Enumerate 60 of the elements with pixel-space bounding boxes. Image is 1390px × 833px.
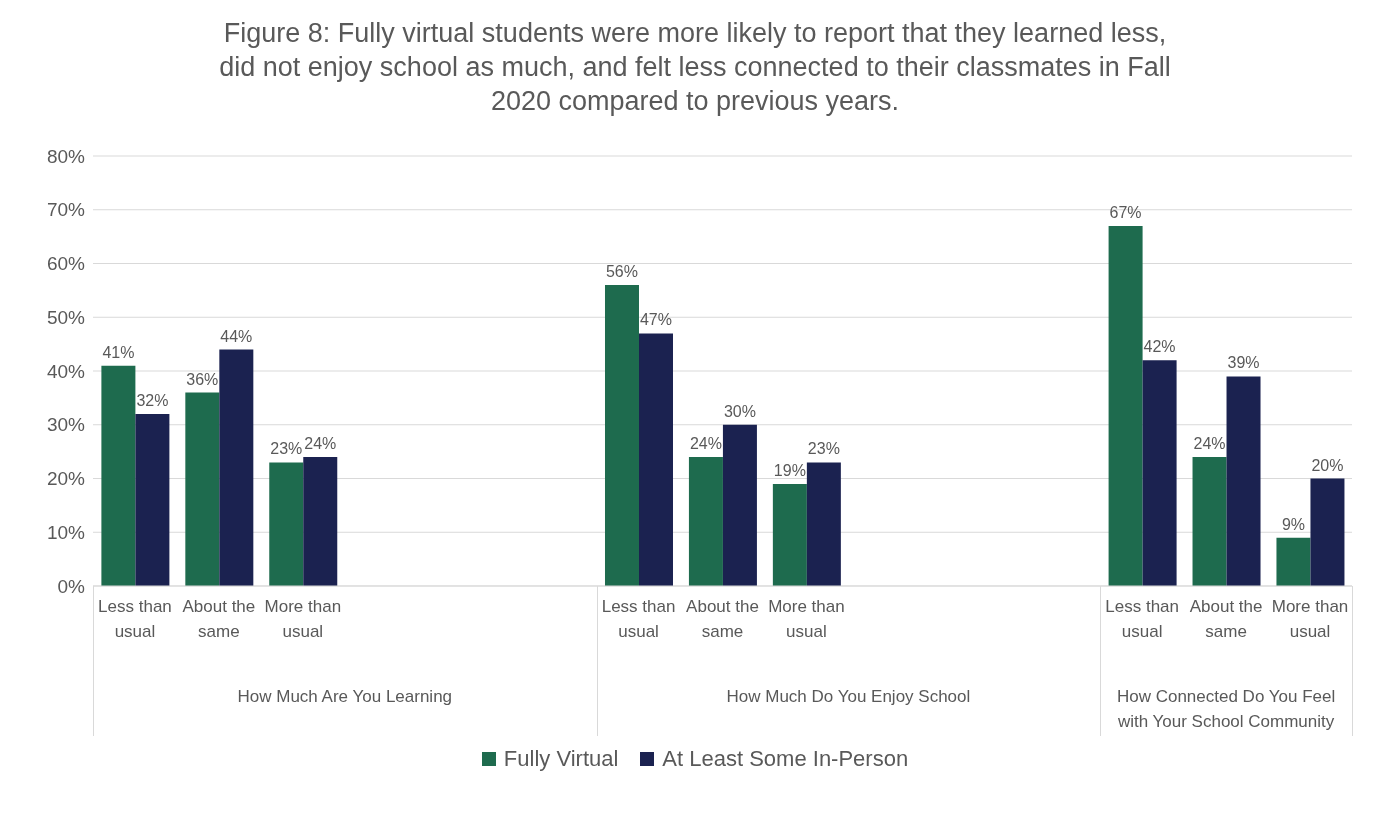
y-tick-label: 20% bbox=[46, 468, 86, 490]
y-tick-label: 0% bbox=[57, 575, 86, 597]
text: How Much Do You Enjoy School bbox=[725, 686, 972, 708]
x-tick-label: Less than usual bbox=[601, 597, 676, 642]
bar bbox=[1310, 478, 1345, 586]
data-label: 47% bbox=[639, 311, 673, 329]
bar bbox=[1142, 360, 1177, 586]
bar bbox=[303, 457, 338, 586]
bar bbox=[722, 424, 757, 586]
y-tick-label: 40% bbox=[46, 360, 86, 382]
data-label: 39% bbox=[1227, 354, 1260, 372]
bar bbox=[1226, 376, 1261, 586]
x-tick-label: Less than usual bbox=[98, 597, 172, 642]
y-tick-label: 80% bbox=[46, 145, 86, 167]
data-label: 67% bbox=[1109, 203, 1142, 221]
chart-title: Figure 8: Fully virtual students were more likely to report that they learned less, did not enjoy school as much, and felt less connected to their classmates in Fall 2020 compared to previous years. bbox=[218, 17, 1172, 118]
data-label: 36% bbox=[186, 370, 219, 388]
legend-label: At Least Some In-Person bbox=[662, 746, 909, 772]
y-tick-label: 30% bbox=[46, 414, 86, 436]
data-label: 24% bbox=[304, 435, 337, 452]
y-tick-label: 50% bbox=[46, 306, 86, 328]
data-label: 9% bbox=[1281, 515, 1306, 533]
bar bbox=[1192, 457, 1227, 586]
data-label: 56% bbox=[605, 263, 639, 280]
data-label: 41% bbox=[102, 343, 135, 361]
bar bbox=[806, 462, 841, 586]
legend-label: Fully Virtual bbox=[503, 746, 619, 772]
data-label: 24% bbox=[1193, 435, 1226, 452]
data-label: 24% bbox=[689, 435, 722, 452]
x-tick-label: Less than usual bbox=[1105, 597, 1180, 642]
x-tick-label: More than usual bbox=[264, 597, 342, 642]
text: How Much Are You Learning bbox=[236, 686, 454, 708]
y-tick-label: 10% bbox=[46, 521, 86, 543]
data-label: 23% bbox=[270, 440, 303, 458]
bar bbox=[688, 457, 723, 586]
data-label: 23% bbox=[807, 440, 840, 458]
bar bbox=[135, 414, 170, 586]
data-label: 30% bbox=[723, 402, 756, 420]
data-label: 20% bbox=[1311, 456, 1344, 474]
bar bbox=[269, 462, 304, 586]
data-label: 32% bbox=[136, 392, 169, 409]
bar bbox=[1276, 537, 1311, 586]
data-label: 42% bbox=[1143, 338, 1176, 356]
bar bbox=[772, 483, 807, 586]
bar bbox=[638, 333, 673, 586]
bar bbox=[185, 392, 220, 586]
data-label: 44% bbox=[220, 327, 253, 345]
x-tick-label: More than usual bbox=[768, 597, 845, 642]
bar bbox=[219, 349, 254, 586]
x-tick-label: About the same bbox=[182, 597, 256, 642]
x-tick-label: More than usual bbox=[1271, 597, 1349, 642]
bar bbox=[1108, 225, 1143, 586]
bar bbox=[604, 285, 639, 586]
x-tick-label: About the same bbox=[686, 597, 759, 642]
y-tick-label: 70% bbox=[46, 199, 86, 221]
text: How Connected Do You Feel with Your School Community bbox=[1115, 686, 1337, 733]
data-label: 19% bbox=[773, 461, 806, 479]
y-tick-label: 60% bbox=[46, 253, 86, 275]
x-tick-label: About the same bbox=[1189, 597, 1263, 642]
bar bbox=[101, 365, 136, 586]
